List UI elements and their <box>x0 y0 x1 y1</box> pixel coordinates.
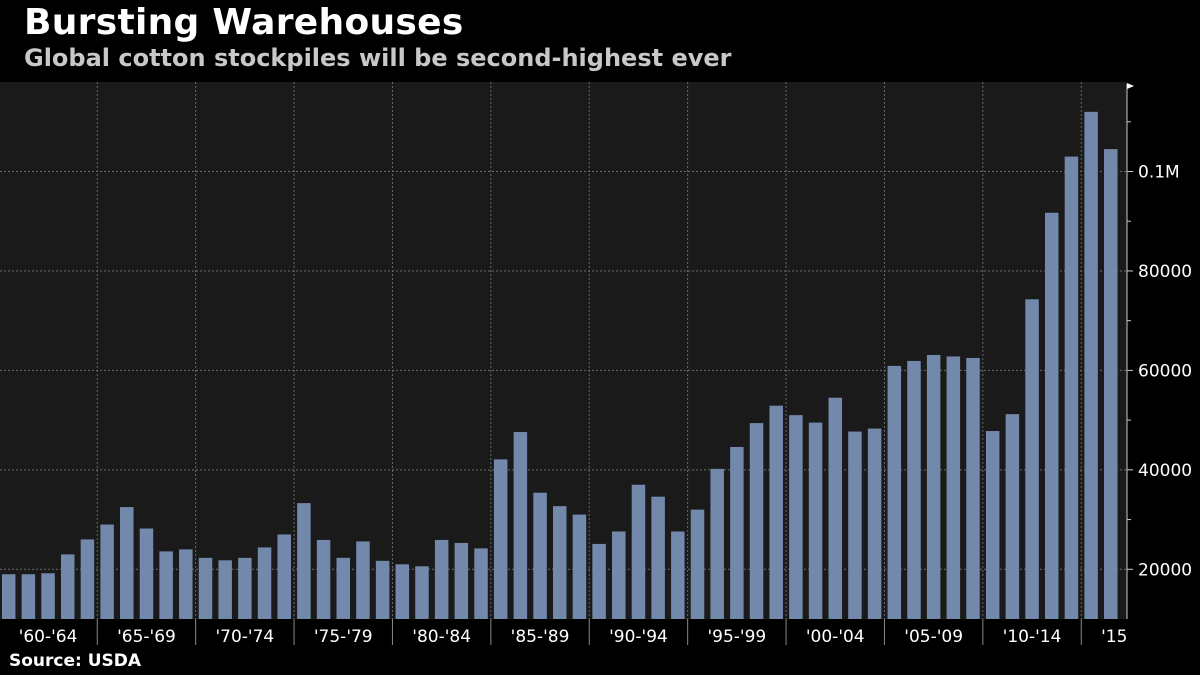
bars <box>1 111 1118 620</box>
chart-subtitle: Global cotton stockpiles will be second-… <box>24 44 732 72</box>
grid-lines <box>0 82 1127 619</box>
bar <box>159 551 173 619</box>
chart-title: Bursting Warehouses <box>24 2 464 43</box>
x-tick-label: '80-'84 <box>412 627 471 647</box>
bar <box>277 534 291 619</box>
bar <box>907 360 921 619</box>
bar <box>789 415 803 619</box>
x-tick-label: '90-'94 <box>609 627 668 647</box>
bar <box>572 514 587 619</box>
bar <box>375 560 390 619</box>
bar <box>552 506 567 619</box>
bar <box>238 557 252 619</box>
bar <box>395 564 410 619</box>
bar <box>612 531 626 619</box>
bar <box>415 566 429 619</box>
bar <box>828 397 843 619</box>
x-tick-label: '75-'79 <box>314 627 373 647</box>
y-tick-label: 60000 <box>1138 361 1192 381</box>
bar <box>1084 111 1098 619</box>
source-note: Source: USDA <box>9 651 142 671</box>
bar <box>592 543 606 619</box>
y-tick-label: 80000 <box>1138 262 1192 282</box>
bar <box>198 557 213 619</box>
bar <box>867 428 882 619</box>
bar <box>1025 299 1039 619</box>
bar <box>41 573 55 619</box>
y-tick-label: 20000 <box>1138 560 1192 580</box>
y-axis-arrow <box>1127 83 1134 89</box>
bar <box>671 531 685 619</box>
bar <box>21 574 36 619</box>
x-tick-label: '70-'74 <box>215 627 274 647</box>
bar <box>926 354 941 619</box>
x-tick-label: '85-'89 <box>511 627 570 647</box>
bar <box>1044 212 1059 619</box>
bar <box>887 365 902 619</box>
bar <box>985 431 1000 619</box>
bar <box>434 539 449 619</box>
bar <box>749 423 764 619</box>
bar <box>651 496 665 619</box>
bar <box>356 541 370 619</box>
bar <box>454 542 469 619</box>
bar <box>218 560 232 619</box>
bar <box>493 459 508 619</box>
bar <box>946 356 961 619</box>
bar <box>316 539 331 619</box>
x-tick-label: '10-'14 <box>1003 627 1062 647</box>
bar <box>1104 149 1118 619</box>
bar <box>80 539 95 619</box>
bar <box>474 548 488 619</box>
bar <box>631 484 646 619</box>
bar <box>966 357 980 619</box>
bar <box>848 431 862 619</box>
bar <box>710 468 724 619</box>
tick-labels: 20000 40000 60000 80000 0.1M '60-'64 '65-'69 '7… <box>19 163 1200 649</box>
bar <box>179 549 193 619</box>
bar <box>769 405 783 619</box>
bar <box>513 432 528 619</box>
bar <box>1005 414 1020 619</box>
bar <box>1064 156 1079 620</box>
bar <box>690 509 705 619</box>
bar <box>257 547 272 619</box>
bar <box>60 554 75 619</box>
axes <box>96 83 1134 645</box>
x-tick-label: '00-'04 <box>806 627 865 647</box>
bar <box>297 503 311 619</box>
bar <box>336 557 351 619</box>
y-tick-label: 40000 <box>1138 461 1192 481</box>
x-tick-label: '95-'99 <box>707 627 766 647</box>
x-tick-label: '65-'69 <box>117 627 176 647</box>
bar <box>1 574 16 619</box>
bar <box>808 422 823 619</box>
bar <box>139 528 154 619</box>
bar <box>730 446 744 619</box>
y-tick-label: 0.1M <box>1138 163 1180 183</box>
x-tick-label: '60-'64 <box>19 627 78 647</box>
bar <box>120 507 134 619</box>
label-clip-cover <box>1128 621 1200 649</box>
x-tick-label: '05-'09 <box>904 627 963 647</box>
bar <box>533 492 547 619</box>
bar <box>100 524 114 619</box>
